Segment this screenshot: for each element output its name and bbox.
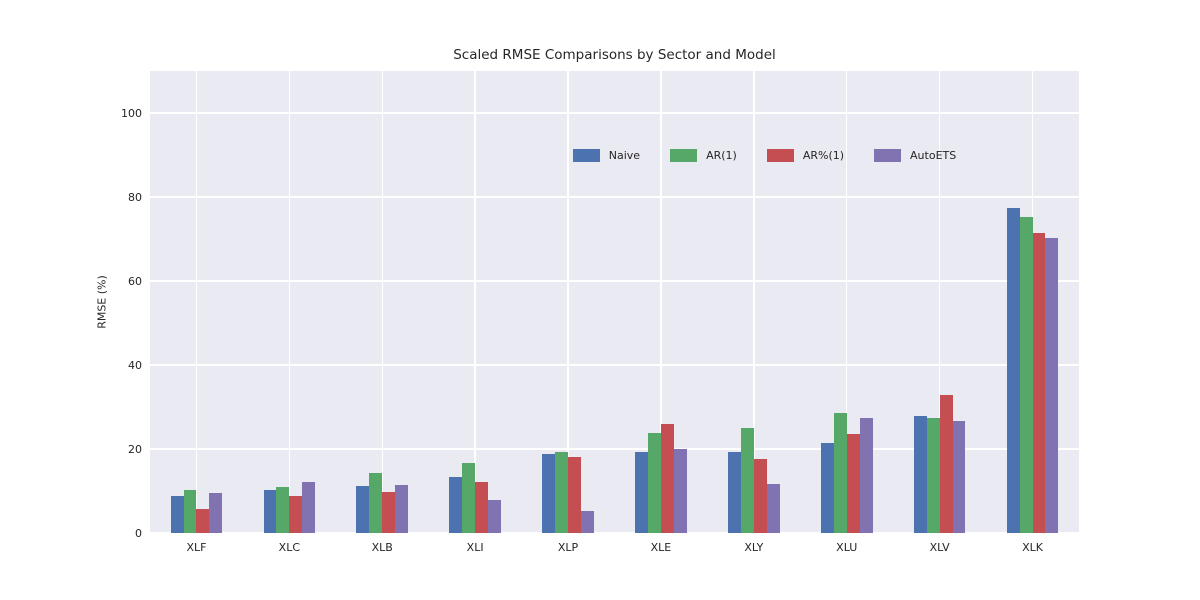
bar-XLC-Naive [263, 489, 277, 533]
legend-swatch-icon [670, 149, 698, 162]
bar-XLI-Naive [449, 476, 463, 533]
bar-XLB-AutoETS [395, 484, 409, 533]
x-tick-label-XLY: XLY [744, 541, 764, 554]
bar-XLP-AR%(1) [568, 456, 581, 533]
x-tick-label-XLF: XLF [186, 541, 207, 554]
x-tick-label-XLU: XLU [836, 541, 858, 554]
x-tick-label-XLB: XLB [371, 541, 393, 554]
gridline-x-XLY [753, 71, 755, 533]
bar-XLP-AutoETS [580, 511, 594, 533]
bar-XLC-AR%(1) [289, 496, 303, 533]
legend-swatch-icon [572, 149, 600, 162]
bar-XLI-AutoETS [488, 500, 501, 533]
gridline-x-XLK [1031, 71, 1034, 533]
plot-area: Naive AR(1) AR%(1) AutoETS [150, 71, 1079, 534]
gridline-x-XLV [938, 71, 941, 533]
x-tick-label-XLC: XLC [278, 541, 301, 554]
bar-XLE-AutoETS [673, 449, 687, 533]
y-tick-label: 20 [128, 442, 142, 456]
gridline-x-XLP [567, 71, 569, 533]
gridline-x-XLU [846, 71, 848, 533]
x-tick-label-XLE: XLE [650, 541, 672, 554]
gridline-y-40 [150, 364, 1079, 366]
gridline-y-60 [150, 280, 1079, 282]
bar-XLU-AR%(1) [846, 433, 860, 533]
x-tick-label-XLI: XLI [466, 541, 484, 554]
bar-XLV-AutoETS [952, 420, 966, 533]
x-tick-label-XLP: XLP [557, 541, 579, 554]
bar-XLV-AR(1) [926, 417, 940, 533]
bar-XLV-AR%(1) [939, 394, 953, 533]
bar-XLC-AR(1) [276, 486, 290, 533]
bar-XLV-Naive [913, 415, 927, 533]
gridline-y-0 [150, 532, 1079, 534]
gridline-y-80 [150, 196, 1079, 198]
y-tick-label: 60 [128, 274, 142, 288]
bar-XLB-Naive [356, 485, 370, 533]
bar-XLF-Naive [170, 496, 184, 533]
gridline-x-XLC [288, 71, 291, 533]
y-tick-label: 40 [128, 358, 142, 372]
bar-XLE-AR%(1) [660, 423, 674, 533]
bar-XLB-AR(1) [369, 472, 383, 533]
bar-XLB-AR%(1) [382, 491, 396, 533]
legend-label: AR(1) [706, 149, 737, 162]
bar-XLU-Naive [820, 443, 834, 533]
chart-title: Scaled RMSE Comparisons by Sector and Mo… [453, 47, 776, 63]
gridline-x-XLB [381, 71, 383, 533]
bar-XLC-AutoETS [302, 482, 316, 533]
legend-label: AR%(1) [802, 149, 845, 162]
bar-XLF-AutoETS [209, 493, 223, 533]
legend-entry-AutoETS: AutoETS [874, 149, 956, 162]
bar-XLY-Naive [728, 451, 741, 533]
bar-XLE-AR(1) [648, 432, 661, 533]
legend-label: AutoETS [910, 149, 957, 162]
y-tick-label: 100 [121, 106, 142, 120]
bar-XLK-AR%(1) [1032, 232, 1046, 533]
bar-XLY-AutoETS [766, 484, 780, 533]
y-tick-label: 0 [135, 526, 142, 540]
legend-swatch-icon [874, 149, 902, 162]
bar-XLF-AR%(1) [196, 508, 210, 533]
bar-XLU-AR(1) [833, 413, 847, 533]
legend-label: Naive [608, 149, 641, 162]
gridline-y-20 [150, 448, 1079, 450]
legend-swatch-icon [766, 149, 794, 162]
bar-XLI-AR(1) [462, 463, 476, 533]
bar-XLF-AR(1) [183, 490, 197, 533]
bar-XLK-Naive [1006, 208, 1020, 533]
legend-entry-AR(1): AR(1) [670, 149, 737, 162]
gridline-y-100 [150, 112, 1079, 114]
bar-XLP-Naive [542, 453, 556, 533]
legend: Naive AR(1) AR%(1) AutoETS [300, 149, 1200, 162]
bar-XLP-AR(1) [555, 451, 569, 533]
bar-XLE-Naive [635, 451, 649, 533]
legend-entry-Naive: Naive [572, 149, 641, 162]
x-tick-label-XLV: XLV [929, 541, 950, 554]
gridline-x-XLI [474, 71, 476, 533]
x-tick-label-XLK: XLK [1022, 541, 1043, 554]
bar-XLI-AR%(1) [475, 481, 489, 533]
bar-XLU-AutoETS [859, 417, 873, 533]
bar-XLK-AR(1) [1019, 216, 1033, 533]
y-tick-label: 80 [128, 190, 142, 204]
bar-XLY-AR(1) [740, 428, 754, 533]
bar-XLK-AutoETS [1045, 237, 1059, 533]
bar-XLY-AR%(1) [753, 458, 767, 533]
gridline-x-XLE [660, 71, 662, 533]
gridline-x-XLF [195, 71, 198, 533]
legend-entry-AR%(1): AR%(1) [766, 149, 845, 162]
